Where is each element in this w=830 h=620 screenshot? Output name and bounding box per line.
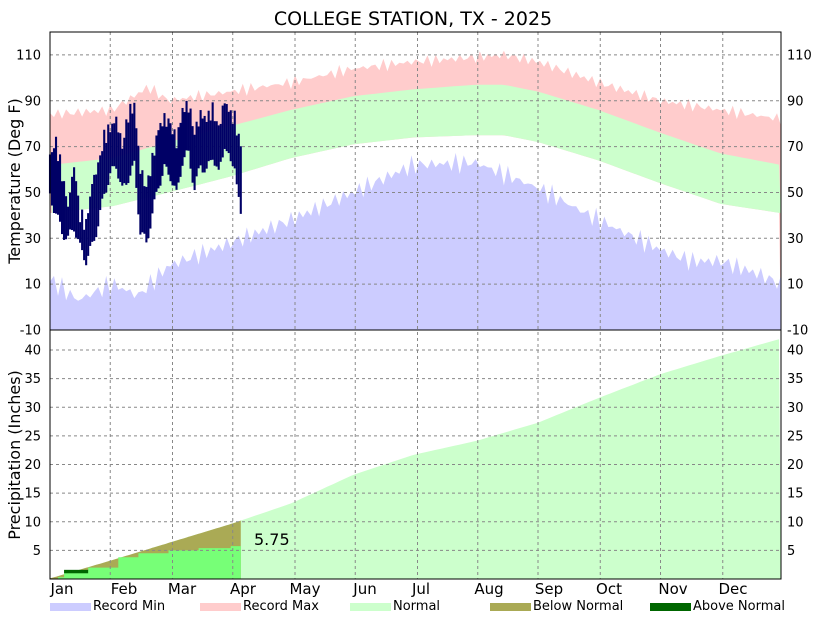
- temp-tick-label-right: 50: [787, 186, 804, 201]
- month-label-dec: Dec: [718, 580, 747, 598]
- month-label-sep: Sep: [535, 580, 563, 598]
- temp-tick-label-right: 30: [787, 232, 804, 247]
- precip-tick-label-right: 15: [787, 487, 804, 502]
- precip-tick-label-right: 30: [787, 401, 804, 416]
- legend-swatch-record-max: [200, 603, 241, 611]
- month-label-nov: Nov: [658, 580, 687, 598]
- temp-tick-label-left: 50: [24, 186, 41, 201]
- month-label-aug: Aug: [474, 580, 503, 598]
- legend-label-below-normal: Below Normal: [533, 599, 623, 614]
- legend-swatch-above-normal: [650, 603, 691, 611]
- precip-tick-label-left: 10: [24, 515, 41, 530]
- precip-tick-label-right: 35: [787, 372, 804, 387]
- month-label-jul: Jul: [411, 580, 430, 598]
- temp-tick-label-right: 110: [787, 48, 812, 63]
- precipitation-panel: [50, 339, 781, 579]
- precip-tick-label-left: 15: [24, 487, 41, 502]
- temp-tick-label-left: 90: [24, 94, 41, 109]
- legend-swatch-normal: [350, 603, 391, 611]
- precip-tick-label-left: 30: [24, 401, 41, 416]
- temp-tick-label-left: 10: [24, 278, 41, 293]
- precip-tick-label-left: 35: [24, 372, 41, 387]
- precip-tick-label-right: 10: [787, 515, 804, 530]
- normal-temperature-band: [50, 84, 781, 214]
- legend-label-record-max: Record Max: [243, 599, 319, 614]
- legend: Record Min Record Max Normal Below Normal Ab…: [50, 599, 785, 614]
- legend-label-above-normal: Above Normal: [693, 599, 785, 614]
- precipitation-frame: [49, 329, 782, 580]
- month-label-apr: Apr: [230, 580, 257, 598]
- temp-tick-label-left: 110: [16, 48, 41, 63]
- legend-swatch-below-normal: [490, 603, 531, 611]
- temp-tick-label-right: -10: [787, 324, 808, 339]
- temperature-axis-label: Temperature (Deg F): [5, 98, 24, 265]
- month-label-feb: Feb: [111, 580, 138, 598]
- month-label-jan: Jan: [49, 580, 73, 598]
- precip-tick-label-right: 25: [787, 429, 804, 444]
- month-label-may: May: [289, 580, 320, 598]
- precip-tick-label-left: 25: [24, 429, 41, 444]
- precip-tick-label-right: 20: [787, 458, 804, 473]
- ytd-precip-annotation: 5.75: [254, 530, 290, 549]
- axis-ticks: -10 -10 10 10 30 30 50 50 70 70 90 90 110 110 5 5 10 10 15…: [16, 48, 812, 558]
- legend-label-record-min: Record Min: [93, 599, 165, 614]
- temp-tick-label-left: -10: [20, 324, 41, 339]
- legend-swatch-record-min: [50, 603, 91, 611]
- grid-lines: [50, 32, 781, 579]
- temp-tick-label-left: 70: [24, 140, 41, 155]
- precip-tick-label-left: 5: [33, 544, 41, 559]
- precip-tick-label-left: 20: [24, 458, 41, 473]
- precip-tick-label-right: 40: [787, 344, 804, 359]
- temp-tick-label-right: 10: [787, 278, 804, 293]
- chart-title: COLLEGE STATION, TX - 2025: [274, 8, 552, 30]
- month-label-oct: Oct: [596, 580, 622, 598]
- observed-temperature: [48, 100, 242, 266]
- precip-tick-label-right: 5: [787, 544, 795, 559]
- temp-tick-label-right: 70: [787, 140, 804, 155]
- normal-precipitation-area: [50, 339, 781, 579]
- temp-tick-label-left: 30: [24, 232, 41, 247]
- month-label-jun: Jun: [352, 580, 376, 598]
- temp-tick-label-right: 90: [787, 94, 804, 109]
- observed-precip-area: [50, 546, 241, 579]
- legend-label-normal: Normal: [393, 599, 440, 614]
- precip-tick-label-left: 40: [24, 344, 41, 359]
- month-labels: Jan Feb Mar Apr May Jun Jul Aug Sep Oct Nov Dec: [49, 580, 747, 598]
- above-normal-precip-area: [64, 569, 89, 574]
- month-label-mar: Mar: [168, 580, 197, 598]
- precipitation-axis-label: Precipitation (Inches): [5, 370, 24, 540]
